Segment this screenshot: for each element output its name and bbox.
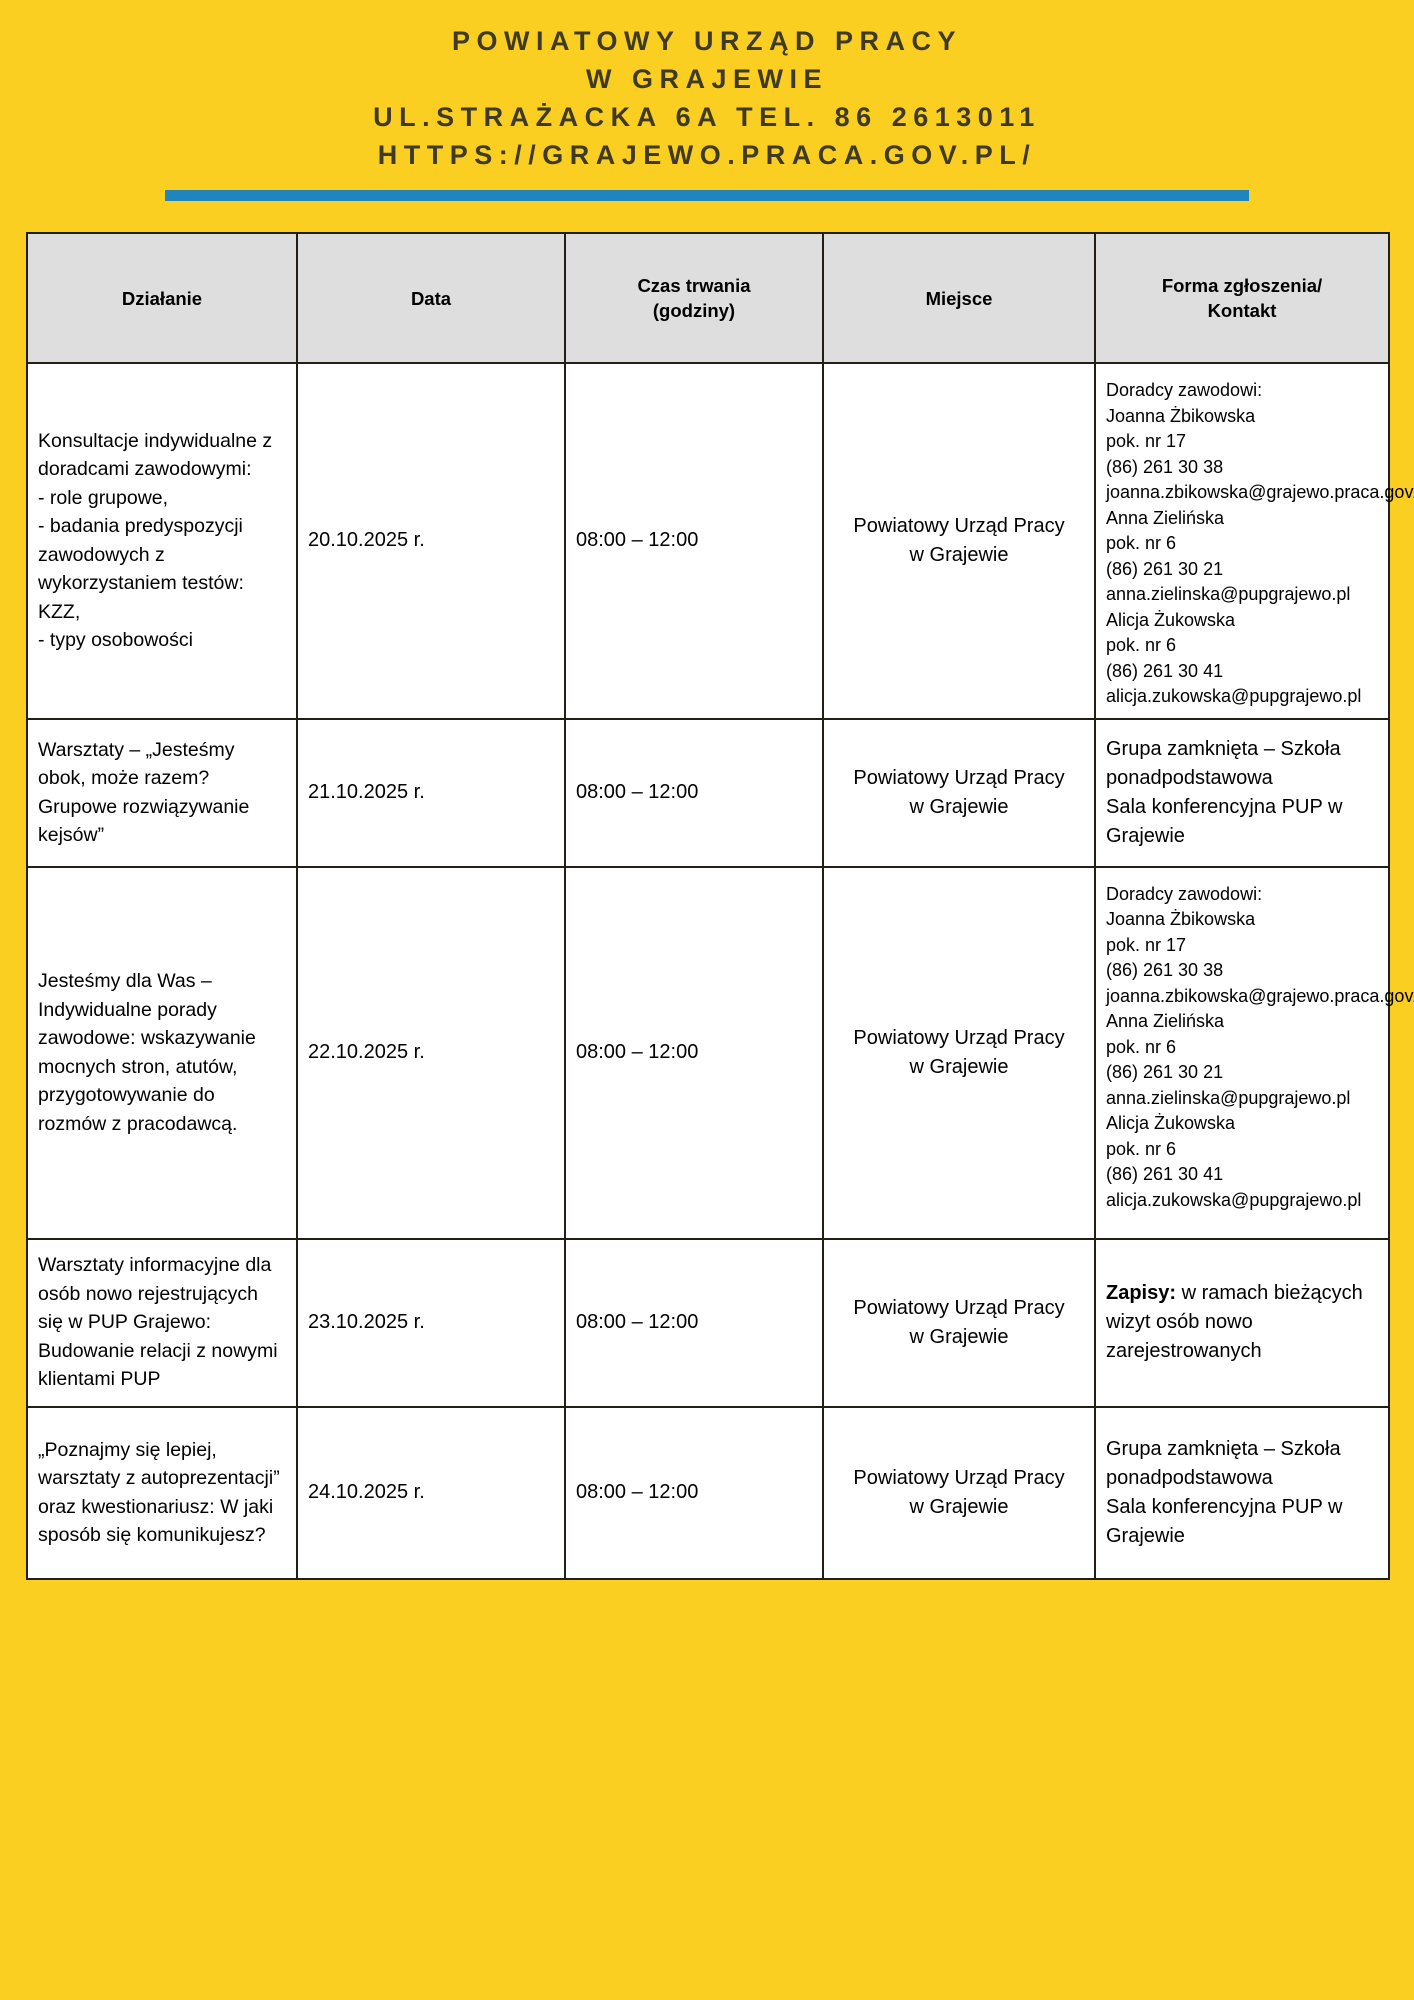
column-header-miejsce: Miejsce [822, 232, 1096, 364]
table-row: Jesteśmy dla Was – Indywidualne porady z… [26, 865, 1414, 1240]
cell-data: 22.10.2025 r. [296, 865, 566, 1240]
cell-czas-trwania: 08:00 – 12:00 [564, 865, 824, 1240]
table-row: Konsultacje indywidualne z doradcami zaw… [26, 362, 1414, 720]
cell-miejsce: Powiatowy Urząd Pracy w Grajewie [822, 362, 1096, 720]
cell-data: 24.10.2025 r. [296, 1405, 566, 1580]
cell-forma-zgloszenia: Doradcy zawodowi: Joanna Żbikowska pok. … [1094, 362, 1414, 720]
column-header-czas-trwania: Czas trwania (godziny) [564, 232, 824, 364]
cell-forma-zgloszenia: Grupa zamknięta – Szkoła ponadpodstawowa… [1094, 717, 1390, 868]
table-row: Warsztaty informacyjne dla osób nowo rej… [26, 1237, 1390, 1408]
office-address-phone: UL.STRAŻACKA 6A TEL. 86 2613011 [373, 102, 1041, 132]
table-body: Konsultacje indywidualne z doradcami zaw… [26, 362, 1414, 1580]
schedule-table: Działanie Data Czas trwania (godziny) Mi… [26, 232, 1414, 1580]
poster-header: POWIATOWY URZĄD PRACY W GRAJEWIE UL.STRA… [0, 0, 1414, 174]
zapisy-text: w ramach bieżących wizyt osób nowo zarej… [1106, 1282, 1363, 1362]
cell-czas-trwania: 08:00 – 12:00 [564, 1237, 824, 1408]
cell-forma-zgloszenia: Grupa zamknięta – Szkoła ponadpodstawowa… [1094, 1405, 1390, 1580]
cell-czas-trwania: 08:00 – 12:00 [564, 1405, 824, 1580]
cell-dzialanie: Jesteśmy dla Was – Indywidualne porady z… [26, 865, 298, 1240]
office-name-line-2: W GRAJEWIE [585, 64, 828, 94]
column-header-forma-zgloszenia: Forma zgłoszenia/ Kontakt [1094, 232, 1390, 364]
divider-container [0, 190, 1414, 201]
schedule-table-container: Działanie Data Czas trwania (godziny) Mi… [26, 232, 1414, 1580]
cell-dzialanie: Warsztaty informacyjne dla osób nowo rej… [26, 1237, 298, 1408]
zapisy-label: Zapisy: [1106, 1282, 1177, 1304]
cell-data: 21.10.2025 r. [296, 717, 566, 868]
cell-miejsce: Powiatowy Urząd Pracy w Grajewie [822, 1237, 1096, 1408]
cell-data: 23.10.2025 r. [296, 1237, 566, 1408]
cell-czas-trwania: 08:00 – 12:00 [564, 717, 824, 868]
cell-miejsce: Powiatowy Urząd Pracy w Grajewie [822, 717, 1096, 868]
cell-data: 20.10.2025 r. [296, 362, 566, 720]
column-header-dzialanie: Działanie [26, 232, 298, 364]
table-header-row: Działanie Data Czas trwania (godziny) Mi… [26, 232, 1390, 364]
table-row: „Poznajmy się lepiej, warsztaty z autopr… [26, 1405, 1390, 1580]
blue-divider-bar [165, 190, 1249, 201]
office-website-url: HTTPS://GRAJEWO.PRACA.GOV.PL/ [377, 140, 1037, 170]
column-header-data: Data [296, 232, 566, 364]
office-name-line-1: POWIATOWY URZĄD PRACY [451, 26, 962, 56]
table-row: Warsztaty – „Jesteśmy obok, może razem? … [26, 717, 1390, 868]
cell-czas-trwania: 08:00 – 12:00 [564, 362, 824, 720]
cell-dzialanie: Warsztaty – „Jesteśmy obok, może razem? … [26, 717, 298, 868]
cell-dzialanie: „Poznajmy się lepiej, warsztaty z autopr… [26, 1405, 298, 1580]
cell-forma-zgloszenia: Zapisy: w ramach bieżących wizyt osób no… [1094, 1237, 1390, 1408]
table-head: Działanie Data Czas trwania (godziny) Mi… [26, 232, 1390, 364]
cell-forma-zgloszenia: Doradcy zawodowi: Joanna Żbikowska pok. … [1094, 865, 1414, 1240]
cell-dzialanie: Konsultacje indywidualne z doradcami zaw… [26, 362, 298, 720]
cell-miejsce: Powiatowy Urząd Pracy w Grajewie [822, 865, 1096, 1240]
cell-miejsce: Powiatowy Urząd Pracy w Grajewie [822, 1405, 1096, 1580]
